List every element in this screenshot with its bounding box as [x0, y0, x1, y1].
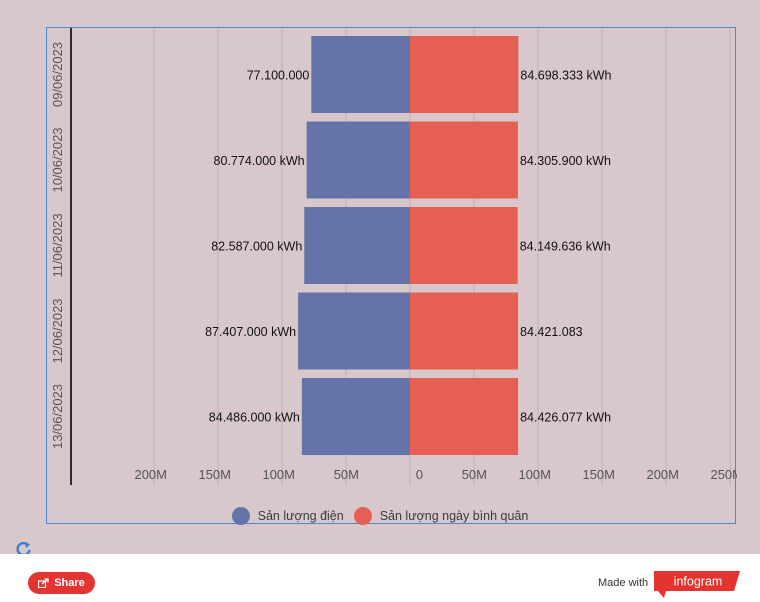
legend-item-series-2[interactable]: Sản lượng ngày bình quân — [353, 507, 529, 525]
data-label-series-2: 84.149.636 kWh — [520, 240, 611, 254]
x-tick-label: 200M — [646, 467, 679, 482]
data-label-series-2: 84.421.083 — [520, 325, 583, 339]
data-label-series-2: 84.426.077 kWh — [520, 411, 611, 425]
bar-series-2 — [410, 378, 519, 455]
data-label-series-2: 84.698.333 kWh — [520, 69, 611, 83]
bar-series-1 — [306, 121, 410, 199]
legend-label-series-1: Sản lượng điện — [257, 509, 344, 523]
made-with-text: Made with — [598, 577, 649, 589]
x-tick-label: 250M — [710, 467, 737, 482]
x-tick-label: 150M — [198, 467, 231, 482]
legend: Sản lượng điện Sản lượng ngày bình quân — [0, 507, 760, 525]
data-label-series-1: 87.407.000 kWh — [205, 325, 296, 339]
y-tick-label: 09/06/2023 — [50, 42, 65, 107]
bar-chart: 200M 150M 100M 50M 0 50M 100M 150M 200M 250M 77.10… — [50, 28, 737, 485]
footer: Share Made with infogram — [0, 554, 760, 602]
legend-swatch-series-1 — [231, 507, 250, 525]
data-label-series-2: 84.305.900 kWh — [520, 154, 611, 168]
bar-series-2 — [410, 121, 518, 199]
y-tick-label: 10/06/2023 — [50, 127, 65, 192]
x-tick-label: 100M — [262, 467, 295, 482]
data-label-series-1: 84.486.000 kWh — [209, 411, 300, 425]
bar-series-1 — [301, 378, 410, 455]
x-tick-label: 50M — [334, 467, 359, 482]
chart-frame: 200M 150M 100M 50M 0 50M 100M 150M 200M 250M 77.10… — [46, 27, 737, 524]
legend-item-series-1[interactable]: Sản lượng điện — [231, 507, 344, 525]
x-tick-label: 0 — [416, 467, 423, 482]
bar-series-2 — [410, 207, 518, 284]
infogram-logo[interactable]: infogram — [654, 571, 740, 598]
y-tick-label: 11/06/2023 — [50, 213, 65, 277]
x-tick-label: 200M — [134, 467, 167, 482]
data-label-series-1: 80.774.000 kWh — [214, 154, 305, 168]
y-tick-label: 13/06/2023 — [50, 384, 65, 449]
y-tick-label: 12/06/2023 — [50, 298, 65, 363]
bar-series-2 — [410, 36, 519, 113]
bar-series-2 — [410, 292, 519, 370]
bar-series-1 — [298, 292, 410, 370]
x-tick-label: 100M — [518, 467, 551, 482]
data-label-series-1: 82.587.000 kWh — [211, 240, 302, 254]
share-label: Share — [54, 577, 85, 589]
bar-series-1 — [311, 36, 410, 113]
refresh-icon[interactable] — [15, 540, 33, 558]
share-icon — [38, 578, 49, 588]
legend-label-series-2: Sản lượng ngày bình quân — [379, 509, 529, 523]
data-label-series-1: 77.100.000 — [247, 69, 310, 83]
legend-swatch-series-2 — [353, 507, 372, 525]
x-tick-label: 150M — [582, 467, 615, 482]
bar-series-1 — [304, 207, 410, 284]
x-tick-label: 50M — [462, 467, 487, 482]
share-button[interactable]: Share — [28, 572, 95, 594]
brand-name: infogram — [674, 575, 723, 589]
